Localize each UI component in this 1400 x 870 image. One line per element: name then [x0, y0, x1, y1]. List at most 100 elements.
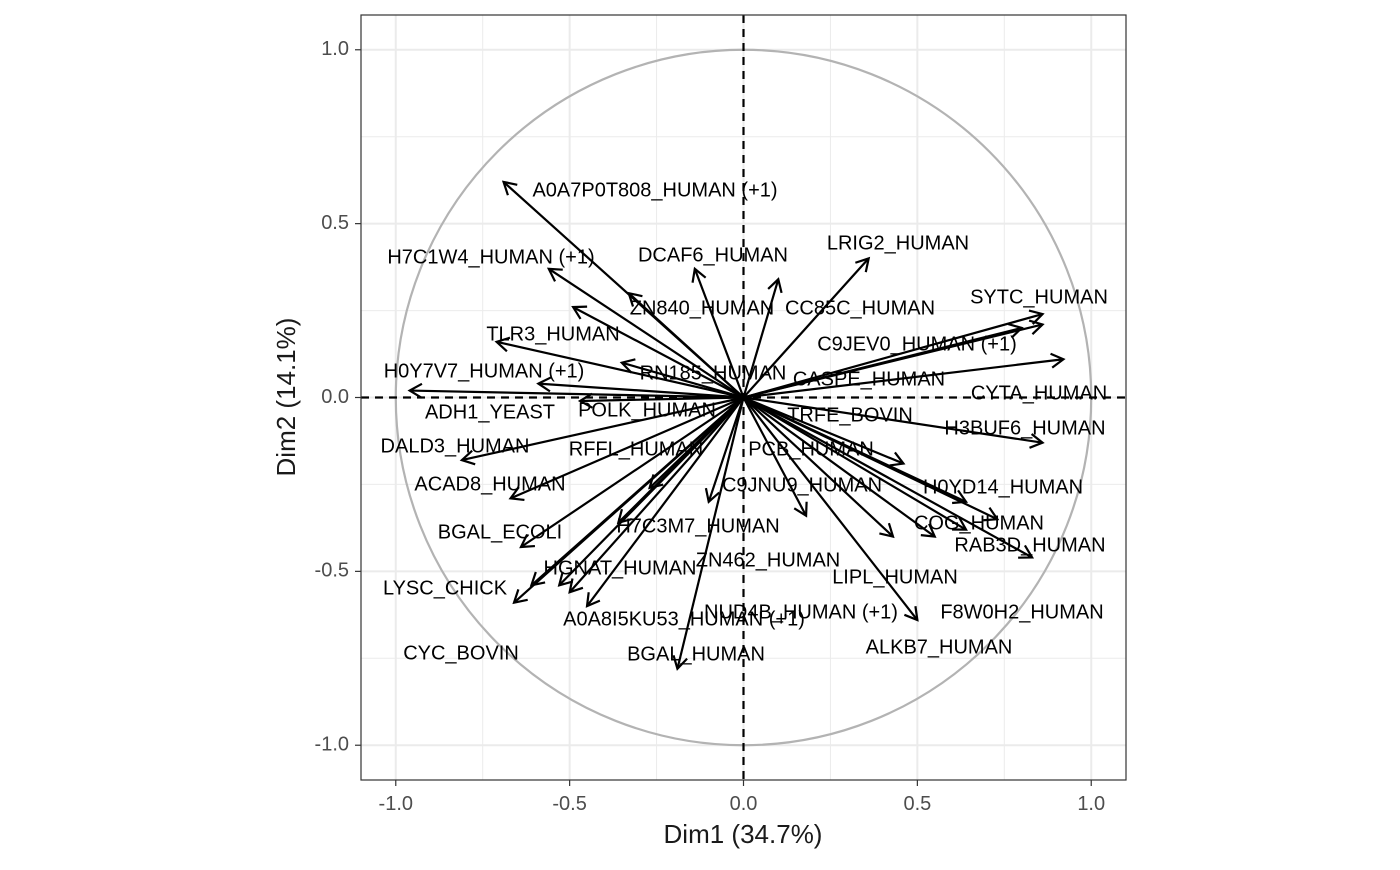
variable-arrow-head	[855, 256, 871, 273]
variable-label: CYTA_HUMAN	[971, 382, 1107, 404]
variable-arrow-head	[529, 571, 546, 587]
variable-arrow-head	[879, 522, 895, 539]
variable-arrow-head	[459, 449, 476, 466]
variable-arrow	[580, 396, 744, 403]
variable-arrow-head	[691, 266, 707, 283]
x-axis: -1.0 -0.5 0.0 0.5 1.0	[379, 780, 1105, 815]
y-tick-label: -0.5	[315, 560, 349, 582]
variable-arrow-head	[983, 507, 1000, 522]
variable-arrow-head	[571, 305, 588, 320]
variable-arrow	[742, 396, 919, 621]
variable-arrow-head	[1050, 352, 1066, 369]
x-axis-title: Dim1 (34.7%)	[664, 819, 823, 849]
variable-arrow	[409, 389, 744, 399]
variable-arrow	[693, 268, 745, 398]
variable-arrow	[676, 397, 745, 669]
variable-arrow	[743, 312, 1043, 399]
variable-label: C9JEV0_HUMAN (+1)	[817, 333, 1017, 355]
variable-label: BGAL_ECOLI	[438, 521, 563, 543]
variable-arrow-head	[672, 654, 688, 671]
variable-label: ALKB7_HUMAN	[866, 636, 1013, 658]
variable-arrow-head	[557, 571, 573, 587]
variable-label: LRIG2_HUMAN	[827, 232, 969, 254]
variable-arrow-head	[767, 277, 783, 294]
variable-arrow-head	[952, 516, 968, 531]
variable-arrows	[407, 180, 1066, 671]
y-tick-label: 0.0	[321, 386, 349, 408]
variable-label: H7C1W4_HUMAN (+1)	[387, 246, 594, 268]
variable-arrow	[707, 397, 745, 503]
variable-label: ADH1_YEAST	[425, 401, 555, 423]
y-tick-label: 0.5	[321, 212, 349, 234]
variable-label: NUD4B_HUMAN (+1)	[704, 601, 898, 623]
variable-arrow	[742, 396, 894, 538]
variable-label: RFFL_HUMAN	[569, 438, 703, 460]
variable-arrow-head	[585, 592, 601, 608]
variable-label: RAB3D_HUMAN	[954, 534, 1105, 556]
variable-arrow	[568, 396, 745, 593]
variable-arrow	[743, 396, 1043, 444]
variable-arrow-head	[1029, 433, 1045, 449]
variable-arrow	[510, 396, 744, 500]
variable-label: H0YD14_HUMAN	[923, 476, 1083, 498]
variable-arrow-head	[577, 392, 593, 409]
x-tick-label: -1.0	[379, 793, 413, 815]
variable-label: DALD3_HUMAN	[381, 435, 530, 457]
variable-arrow	[628, 292, 745, 399]
variable-arrow-head	[512, 589, 528, 605]
variable-arrow	[743, 323, 1043, 399]
variable-label: PCB_HUMAN	[748, 438, 874, 460]
variable-arrow-head	[494, 336, 511, 353]
variable-arrow	[742, 396, 936, 538]
variable-label: RN185_HUMAN	[640, 362, 787, 384]
x-tick-label: 0.0	[730, 793, 758, 815]
variable-label: ZN840_HUMAN	[630, 297, 774, 319]
variable-arrow-head	[546, 267, 563, 282]
variable-arrow-head	[903, 606, 919, 622]
variable-label: CC85C_HUMAN	[785, 297, 935, 319]
variable-label: TRFE_BOVIN	[787, 404, 913, 426]
variable-label: CASPE_HUMAN	[793, 368, 945, 390]
variable-labels: A0A7P0T808_HUMAN (+1) H7C1W4_HUMAN (+1) DC…	[381, 179, 1108, 665]
variable-label: LYSC_CHICK	[383, 577, 508, 599]
variable-arrow-head	[407, 382, 423, 399]
variable-label: A0A7P0T808_HUMAN (+1)	[532, 179, 777, 201]
variable-label: CYC_BOVIN	[403, 642, 519, 664]
variable-label: H3BUF6_HUMAN	[944, 417, 1105, 439]
y-tick-label: 1.0	[321, 38, 349, 60]
variable-arrow	[742, 396, 808, 517]
x-tick-label: -0.5	[552, 793, 586, 815]
variable-arrow-head	[568, 578, 584, 594]
variable-arrow-head	[1018, 544, 1035, 559]
variable-arrow	[520, 396, 745, 548]
variable-label: POLK_HUMAN	[578, 399, 716, 421]
variable-arrow	[572, 306, 745, 399]
variable-arrow-head	[1007, 323, 1024, 339]
variable-arrow-head	[619, 358, 636, 374]
variable-label: F8W0H2_HUMAN	[940, 601, 1103, 623]
variable-label: HGNAT_HUMAN	[544, 557, 697, 579]
variable-arrow-head	[519, 533, 535, 549]
variable-arrow	[743, 396, 904, 465]
variable-label: ZN462_HUMAN	[696, 549, 840, 571]
variable-label: C9JNU9_HUMAN	[722, 474, 882, 496]
variable-label: SYTC_HUMAN	[970, 286, 1108, 308]
variable-arrow	[742, 396, 1033, 559]
variable-arrow-head	[508, 486, 525, 502]
variable-arrow-head	[501, 180, 518, 196]
variable-label: COG_HUMAN	[914, 512, 1044, 534]
variable-arrow-head	[920, 523, 937, 538]
variable-arrow-head	[1028, 319, 1045, 335]
variable-arrow	[538, 382, 744, 399]
variable-arrow	[461, 396, 744, 462]
y-tick-label: -1.0	[315, 734, 349, 756]
variable-arrow	[742, 278, 780, 398]
variable-arrow-head	[616, 508, 633, 525]
y-axis-title: Dim2 (14.1%)	[271, 318, 301, 477]
variable-label: BGAL_HUMAN	[627, 643, 765, 665]
variable-arrow-head	[704, 487, 720, 504]
variable-arrow-head	[952, 489, 969, 505]
y-axis: -1.0 -0.5 0.0 0.5 1.0	[315, 38, 361, 756]
